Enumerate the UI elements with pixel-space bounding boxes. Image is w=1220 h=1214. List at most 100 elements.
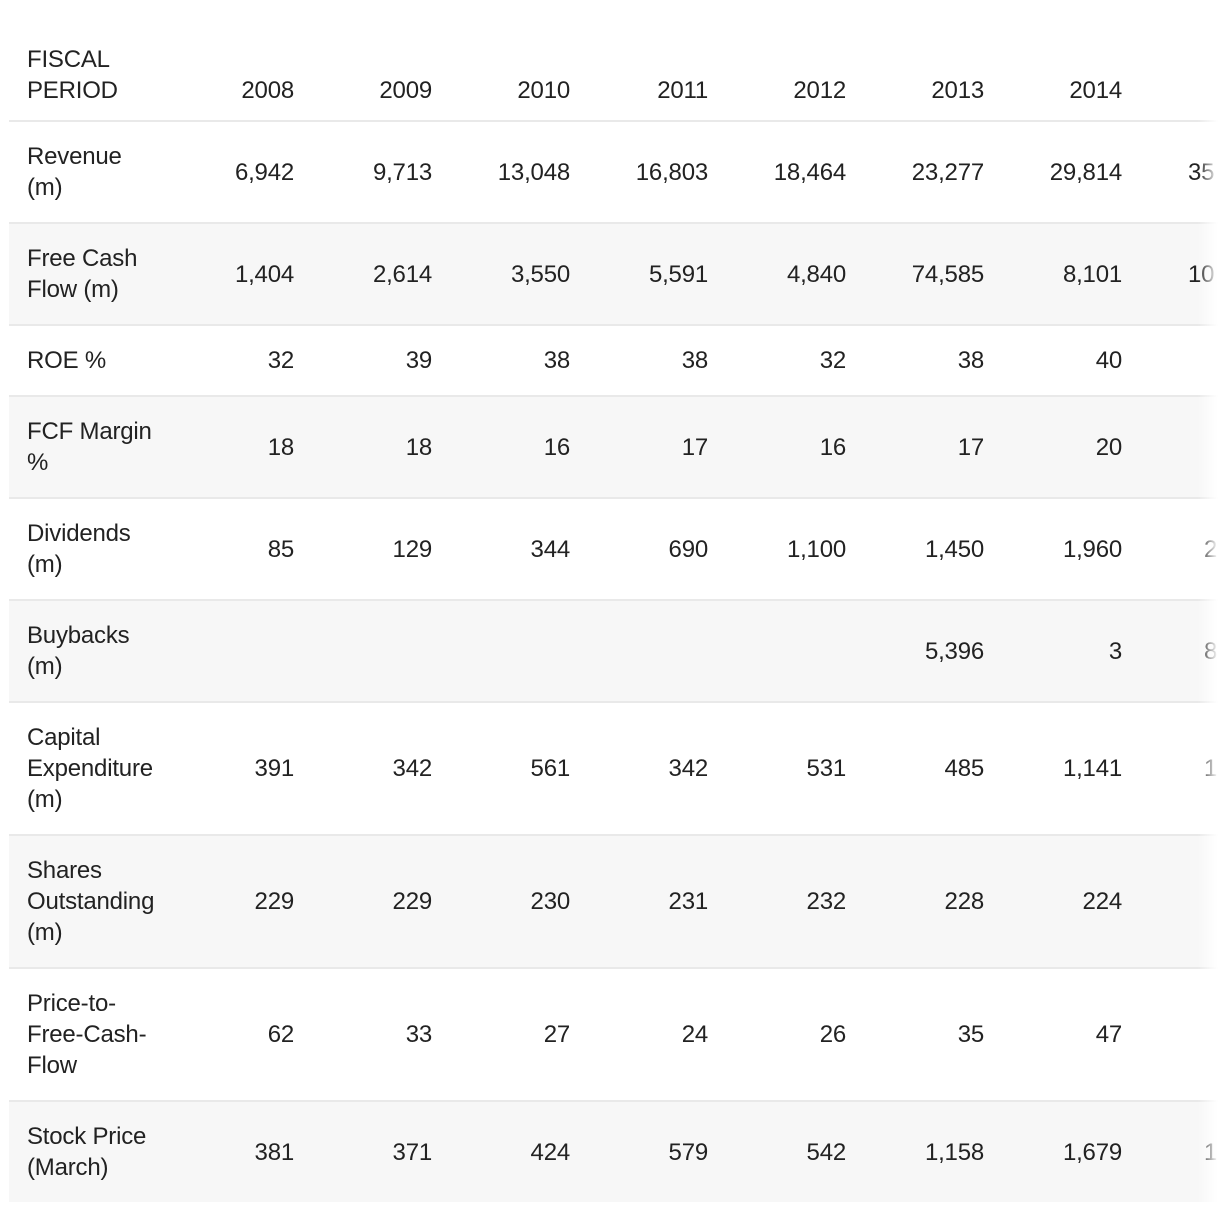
year-header-clipped xyxy=(1128,0,1220,121)
value-cell: 85 xyxy=(267,535,294,563)
value-cell: 35 xyxy=(957,1021,984,1048)
value-cell: 579 xyxy=(668,1138,709,1166)
row-label: FCF Margin % xyxy=(27,418,152,476)
fiscal-period-header: FISCAL PERIOD xyxy=(27,46,118,104)
value-cell: 18 xyxy=(405,433,432,461)
year-header-2009: 2009 xyxy=(379,77,432,104)
year-header-2012: 2012 xyxy=(793,77,846,104)
value-cell: 40 xyxy=(1095,347,1122,374)
value-cell: 229 xyxy=(392,888,433,915)
value-cell: 224 xyxy=(1082,888,1123,915)
value-cell: 381 xyxy=(254,1138,295,1166)
value-cell xyxy=(576,600,714,702)
financials-table-viewport: FISCAL PERIOD 2008 2009 2010 2011 2012 2… xyxy=(9,0,1220,1202)
value-cell: 232 xyxy=(806,888,847,915)
value-cell: 32 xyxy=(819,347,846,374)
value-cell xyxy=(1128,396,1220,498)
table-row: Revenue (m) 6,942 9,713 13,048 16,803 18,464… xyxy=(9,121,1220,223)
value-cell: 13,048 xyxy=(497,158,570,186)
table-row: Stock Price (March) 381 371 424 579 542 1,158… xyxy=(9,1101,1220,1202)
value-cell xyxy=(714,600,852,702)
value-cell: 1 xyxy=(1204,1138,1218,1166)
value-cell: 1,404 xyxy=(234,260,294,288)
financials-table: FISCAL PERIOD 2008 2009 2010 2011 2012 2… xyxy=(9,0,1220,1202)
row-label: Free Cash Flow (m) xyxy=(27,245,138,303)
value-cell: 17 xyxy=(957,433,984,461)
value-cell: 342 xyxy=(392,755,433,782)
value-cell: 1,141 xyxy=(1062,755,1122,782)
value-cell xyxy=(162,600,300,702)
value-cell: 5,591 xyxy=(648,260,708,288)
value-cell: 38 xyxy=(681,347,708,374)
value-cell xyxy=(1128,325,1220,396)
value-cell: 18 xyxy=(267,433,294,461)
year-header-2014: 2014 xyxy=(1069,77,1122,104)
value-cell: 24 xyxy=(681,1021,708,1048)
value-cell: 424 xyxy=(530,1138,571,1166)
value-cell: 32 xyxy=(267,347,294,374)
value-cell: 1,960 xyxy=(1062,535,1122,563)
row-label: Price-to-Free-Cash-Flow xyxy=(27,990,147,1079)
value-cell: 129 xyxy=(392,535,433,563)
value-cell: 371 xyxy=(392,1138,433,1166)
value-cell: 3 xyxy=(1108,637,1122,665)
value-cell: 47 xyxy=(1095,1021,1122,1048)
value-cell: 38 xyxy=(957,347,984,374)
value-cell: 35 xyxy=(1188,158,1215,186)
value-cell: 9,713 xyxy=(372,158,432,186)
value-cell: 1 xyxy=(1204,755,1218,782)
value-cell: 20 xyxy=(1095,433,1122,461)
value-cell: 74,585 xyxy=(911,260,984,288)
table-row: Capital Expenditure (m) 391 342 561 342 531 4… xyxy=(9,702,1220,835)
value-cell: 62 xyxy=(267,1021,294,1048)
value-cell: 344 xyxy=(530,535,571,563)
value-cell: 4,840 xyxy=(786,260,846,288)
value-cell: 542 xyxy=(806,1138,847,1166)
table-row: Dividends (m) 85 129 344 690 1,100 1,450 1,960… xyxy=(9,498,1220,600)
value-cell: 5,396 xyxy=(924,637,984,665)
value-cell xyxy=(438,600,576,702)
value-cell xyxy=(1128,835,1220,968)
value-cell xyxy=(1128,968,1220,1101)
row-label: Capital Expenditure (m) xyxy=(27,724,153,813)
value-cell: 10 xyxy=(1188,260,1215,288)
value-cell: 228 xyxy=(944,888,985,915)
value-cell: 230 xyxy=(530,888,571,915)
value-cell: 342 xyxy=(668,755,709,782)
value-cell: 38 xyxy=(543,347,570,374)
value-cell: 8,101 xyxy=(1062,260,1122,288)
row-label: ROE % xyxy=(27,347,107,374)
table-row: FCF Margin % 18 18 16 17 16 17 20 xyxy=(9,396,1220,498)
row-label: Buybacks (m) xyxy=(27,622,130,680)
value-cell: 690 xyxy=(668,535,709,563)
year-header-2010: 2010 xyxy=(517,77,570,104)
table-row: Free Cash Flow (m) 1,404 2,614 3,550 5,591 4… xyxy=(9,223,1220,325)
value-cell: 3,550 xyxy=(510,260,570,288)
value-cell: 33 xyxy=(405,1021,432,1048)
value-cell: 17 xyxy=(681,433,708,461)
value-cell: 18,464 xyxy=(773,158,846,186)
value-cell: 2 xyxy=(1204,535,1218,563)
value-cell: 231 xyxy=(668,888,709,915)
row-label: Dividends (m) xyxy=(27,520,131,578)
value-cell: 1,158 xyxy=(924,1138,984,1166)
value-cell: 6,942 xyxy=(234,158,294,186)
value-cell: 2,614 xyxy=(372,260,432,288)
table-row: Buybacks (m) 5,396 3 8 xyxy=(9,600,1220,702)
value-cell: 23,277 xyxy=(911,158,984,186)
value-cell: 27 xyxy=(543,1021,570,1048)
header-row: FISCAL PERIOD 2008 2009 2010 2011 2012 2… xyxy=(9,0,1220,121)
value-cell: 29,814 xyxy=(1049,158,1122,186)
year-header-2011: 2011 xyxy=(657,77,708,104)
value-cell: 229 xyxy=(254,888,295,915)
value-cell: 39 xyxy=(405,347,432,374)
year-header-2013: 2013 xyxy=(931,77,984,104)
table-row: Price-to-Free-Cash-Flow 62 33 27 24 26 35 47 xyxy=(9,968,1220,1101)
value-cell xyxy=(300,600,438,702)
year-header-2008: 2008 xyxy=(241,77,294,104)
row-label: Shares Outstanding (m) xyxy=(27,857,155,946)
value-cell: 16 xyxy=(543,433,570,461)
value-cell: 16,803 xyxy=(635,158,708,186)
table-body: Revenue (m) 6,942 9,713 13,048 16,803 18,464… xyxy=(9,121,1220,1202)
value-cell: 531 xyxy=(806,755,847,782)
